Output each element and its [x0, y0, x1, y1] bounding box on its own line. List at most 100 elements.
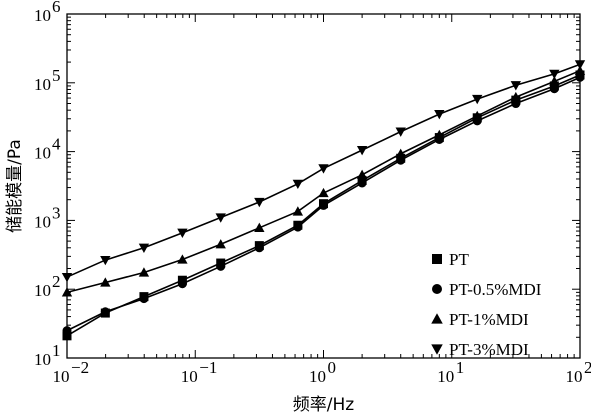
x-tick-label-exp: 1: [456, 358, 465, 377]
plot-area: 10 −2 10 −1 10 0 10 1 10 210 110 210 310 410 510 6 PTPT…: [34, 0, 591, 386]
data-point: [575, 72, 585, 82]
data-point: [510, 91, 522, 102]
y-tick-label-base: 10: [34, 6, 51, 25]
y-tick-label-exp: 4: [52, 135, 61, 154]
data-point: [292, 179, 304, 190]
legend-label: PT-1%MDI: [449, 310, 529, 329]
y-axis-title: 储能模量/Pa: [5, 139, 25, 233]
series-PT-3%MDI: [61, 60, 586, 283]
plot-frame: [66, 13, 581, 359]
y-tick-label-exp: 2: [52, 272, 61, 291]
x-tick-label-exp: 0: [328, 358, 337, 377]
x-tick-label-exp: −2: [71, 358, 89, 377]
legend-label: PT: [449, 250, 469, 269]
data-point: [292, 206, 304, 216]
data-point: [318, 187, 329, 198]
x-tick-label-base: 10: [437, 367, 454, 386]
y-tick-label: 10 5: [34, 66, 61, 94]
data-point: [177, 254, 188, 264]
data-point: [100, 307, 110, 317]
x-tick-label: 10 1: [437, 358, 464, 386]
x-tick-label-exp: −1: [199, 358, 217, 377]
data-point: [356, 169, 368, 179]
x-tick-label-base: 10: [566, 367, 583, 386]
data-point: [216, 261, 226, 271]
data-point: [319, 200, 328, 210]
data-point: [62, 326, 72, 336]
y-tick-label-base: 10: [34, 281, 51, 300]
y-tick-label: 10 6: [34, 0, 61, 25]
data-point: [138, 243, 150, 253]
data-point: [61, 272, 73, 283]
data-point: [177, 279, 187, 289]
x-tick-label: 10 −1: [181, 358, 218, 386]
data-point: [62, 331, 72, 341]
x-tick-label: 10 0: [309, 358, 336, 386]
x-tick-label: 10 −2: [53, 358, 90, 386]
legend: PT PT-0.5%MDI PT-1%MDI PT-3%MDI: [431, 250, 542, 359]
y-tick-label-base: 10: [34, 144, 51, 163]
legend-marker: [431, 344, 443, 355]
axis-ticks: [66, 13, 581, 359]
y-tick-label: 10 4: [34, 135, 61, 163]
y-tick-label: 10 3: [34, 203, 61, 231]
legend-marker: [431, 313, 443, 324]
data-point: [395, 127, 406, 137]
data-point: [215, 213, 226, 223]
data-point: [549, 84, 559, 94]
y-tick-label-exp: 3: [52, 203, 61, 222]
legend-item: PT-1%MDI: [431, 310, 529, 329]
data-point: [574, 60, 586, 70]
legend-label: PT-3%MDI: [449, 340, 529, 359]
x-axis-title: 频率/Hz: [293, 395, 355, 415]
data-point: [395, 148, 406, 158]
data-point: [138, 267, 150, 277]
data-point: [396, 155, 406, 165]
legend-item: PT: [432, 250, 469, 269]
x-tick-label-exp: 2: [584, 358, 591, 377]
data-point: [139, 294, 149, 304]
x-tick-label-base: 10: [181, 367, 198, 386]
data-point: [357, 178, 367, 188]
y-tick-label: 10 2: [34, 272, 61, 300]
data-point: [100, 277, 111, 287]
data-point: [434, 110, 445, 120]
data-point: [549, 69, 560, 80]
y-tick-label: 10 1: [34, 341, 61, 369]
x-tick-label-base: 10: [53, 367, 70, 386]
data-point: [510, 81, 522, 91]
data-point: [100, 255, 111, 266]
data-point: [177, 228, 188, 238]
y-tick-label-base: 10: [34, 75, 51, 94]
x-tick-label: 10 2: [566, 358, 591, 386]
data-point: [472, 110, 483, 121]
legend-marker: [432, 254, 442, 264]
legend-item: PT-3%MDI: [431, 340, 529, 359]
data-point: [293, 222, 303, 232]
y-tick-label-base: 10: [34, 212, 51, 231]
data-point: [549, 76, 560, 86]
series-group: [61, 60, 586, 341]
data-point: [356, 146, 368, 156]
data-point: [254, 197, 265, 208]
legend-label: PT-0.5%MDI: [449, 280, 542, 299]
data-point: [215, 239, 226, 249]
data-point: [434, 129, 445, 140]
data-point: [574, 65, 586, 75]
legend-item: PT-0.5%MDI: [432, 280, 542, 299]
data-point: [472, 94, 483, 105]
y-tick-label-exp: 1: [52, 341, 61, 360]
y-tick-label-exp: 5: [52, 66, 61, 85]
x-tick-label-base: 10: [309, 367, 326, 386]
data-point: [511, 99, 521, 109]
data-point: [254, 243, 264, 253]
series-PT-1%MDI: [61, 65, 586, 297]
y-tick-label-exp: 6: [52, 0, 61, 16]
tick-labels: 10 −2 10 −1 10 0 10 1 10 210 110 210 310 410 510 6: [34, 0, 591, 386]
series-line: [66, 69, 581, 294]
data-point: [61, 287, 73, 297]
data-point: [254, 222, 265, 232]
legend-marker: [432, 284, 442, 294]
